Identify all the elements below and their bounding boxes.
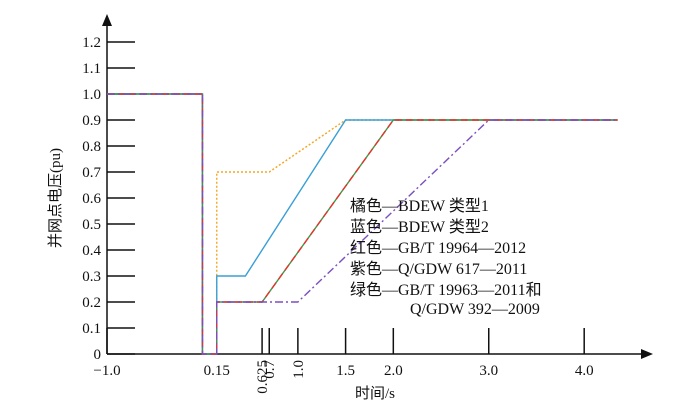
y-tick-label: 1.0: [82, 87, 101, 103]
y-tick-label: 0.2: [82, 295, 101, 311]
x-tick-label: 1.0: [291, 360, 307, 379]
legend-entry: 紫色—Q/GDW 617—2011: [350, 261, 528, 278]
series-line: [107, 93, 618, 355]
x-tick-label: 0.15: [204, 363, 230, 379]
y-tick-label: 0.1: [82, 321, 101, 337]
x-tick-label: −1.0: [93, 363, 120, 379]
x-tick-label: 3.0: [479, 363, 498, 379]
y-tick-label: 0.6: [82, 191, 101, 207]
legend-entry: 绿色—GB/T 19963—2011和 Q/GDW 392—2009: [350, 282, 542, 318]
x-tick-label: 0.625: [255, 360, 271, 394]
y-tick-label: 0: [94, 347, 102, 363]
series-line: [107, 93, 618, 355]
legend-entry: 红色—GB/T 19964—2012: [350, 240, 527, 257]
y-tick-label: 0.9: [82, 113, 101, 129]
y-tick-label: 0.5: [82, 217, 101, 233]
y-axis-label: 并网点电压(pu): [47, 148, 64, 248]
y-axis-arrow: [102, 14, 112, 26]
series-line: [107, 93, 618, 355]
legend-entry: 橘色—BDEW 类型1: [350, 198, 489, 215]
legend-entry: 蓝色—BDEW 类型2: [350, 219, 489, 236]
y-tick-label: 0.4: [82, 243, 101, 259]
y-tick-label: 0.7: [82, 165, 101, 181]
x-axis-label: 时间/s: [355, 385, 395, 402]
y-tick-label: 0.8: [82, 139, 101, 155]
x-tick-label: 0.7: [262, 360, 278, 379]
x-tick-label: 1.5: [336, 363, 355, 379]
x-tick-label: 2.0: [384, 363, 403, 379]
y-tick-label: 1.2: [82, 35, 101, 51]
y-tick-label: 0.3: [82, 269, 101, 285]
x-axis-arrow: [641, 349, 653, 359]
y-tick-label: 1.1: [82, 61, 101, 77]
x-tick-label: 4.0: [575, 363, 594, 379]
